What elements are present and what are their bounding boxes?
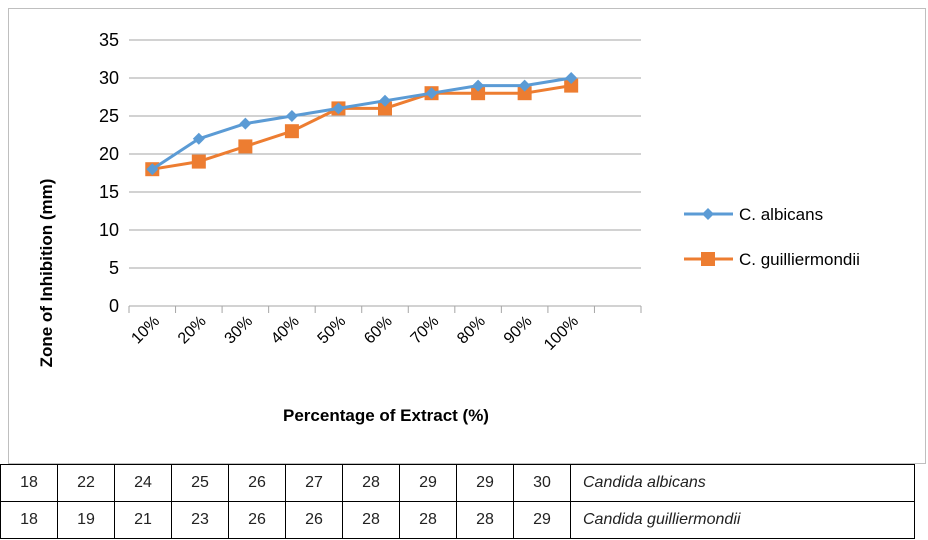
data-point-1 — [238, 139, 253, 154]
table-cell: 28 — [456, 501, 514, 539]
x-tick-label: 90% — [501, 313, 536, 348]
table-row-label: Candida guilliermondii — [570, 501, 915, 539]
y-tick-label: 0 — [109, 296, 119, 316]
table-cell: 24 — [114, 464, 172, 502]
data-point-0 — [192, 132, 205, 145]
data-point-0 — [239, 117, 252, 130]
table-cell: 26 — [285, 501, 343, 539]
legend-label: C. guilliermondii — [739, 250, 860, 269]
y-tick-label: 15 — [99, 182, 119, 202]
y-axis-title: Zone of Inhibition (mm) — [37, 179, 56, 368]
table-cell: 28 — [342, 464, 400, 502]
table-cell: 19 — [57, 501, 115, 539]
x-tick-label: 30% — [222, 313, 257, 348]
y-tick-label: 30 — [99, 68, 119, 88]
data-point-0 — [332, 102, 345, 115]
table-cell: 29 — [399, 464, 457, 502]
data-point-1 — [284, 124, 299, 139]
data-point-0 — [518, 79, 531, 92]
data-table: 18 22 24 25 26 27 28 29 29 30 Candida al… — [0, 464, 915, 539]
table-cell: 28 — [399, 501, 457, 539]
y-tick-label: 25 — [99, 106, 119, 126]
y-tick-label: 35 — [99, 30, 119, 50]
data-point-0 — [379, 94, 391, 107]
table-cell: 21 — [114, 501, 172, 539]
table-cell: 29 — [456, 464, 514, 502]
legend-marker-0 — [702, 208, 714, 220]
chart-frame — [8, 8, 926, 464]
data-point-1 — [471, 86, 486, 101]
data-point-0 — [425, 87, 438, 100]
zone-of-inhibition-chart: 0 5 10 15 20 25 30 35 10% 20% 30% 40% 50% 60% 70% 80% 90… — [37, 30, 860, 425]
x-axis-title: Percentage of Extract (%) — [283, 406, 489, 425]
data-point-0 — [285, 110, 298, 122]
table-cell: 27 — [285, 464, 343, 502]
legend-label: C. albicans — [739, 205, 823, 224]
legend-marker-1 — [701, 252, 715, 266]
x-tick-label: 100% — [541, 313, 582, 354]
data-point-1 — [517, 86, 532, 101]
data-point-1 — [378, 101, 392, 116]
data-point-1 — [564, 78, 579, 93]
series-line-1 — [152, 84, 572, 171]
data-point-0 — [472, 79, 485, 92]
table-cell: 26 — [228, 501, 286, 539]
x-tick-label: 60% — [361, 313, 396, 348]
x-tick-label: 70% — [408, 313, 443, 348]
x-tick-label: 80% — [454, 313, 489, 348]
table-row: 18 22 24 25 26 27 28 29 29 30 Candida al… — [0, 464, 915, 502]
y-tick-label: 20 — [99, 144, 119, 164]
table-cell: 29 — [513, 501, 571, 539]
data-point-0 — [146, 163, 159, 176]
table-cell: 23 — [171, 501, 229, 539]
data-point-1 — [191, 154, 206, 169]
x-tick-label: 50% — [315, 313, 350, 348]
table-cell: 25 — [171, 464, 229, 502]
x-tick-label: 20% — [175, 313, 210, 348]
table-cell: 30 — [513, 464, 571, 502]
table-cell: 22 — [57, 464, 115, 502]
x-tick-label: 40% — [268, 313, 303, 348]
table-row: 18 19 21 23 26 26 28 28 28 29 Candida gu… — [0, 501, 915, 539]
y-tick-label: 5 — [109, 258, 119, 278]
data-point-0 — [565, 72, 578, 84]
table-cell: 18 — [0, 464, 58, 502]
x-tick-label: 10% — [128, 313, 163, 348]
series-line-0 — [151, 76, 572, 171]
table-cell: 18 — [0, 501, 58, 539]
table-cell: 26 — [228, 464, 286, 502]
table-cell: 28 — [342, 501, 400, 539]
table-row-label: Candida albicans — [570, 464, 915, 502]
y-tick-label: 10 — [99, 220, 119, 240]
